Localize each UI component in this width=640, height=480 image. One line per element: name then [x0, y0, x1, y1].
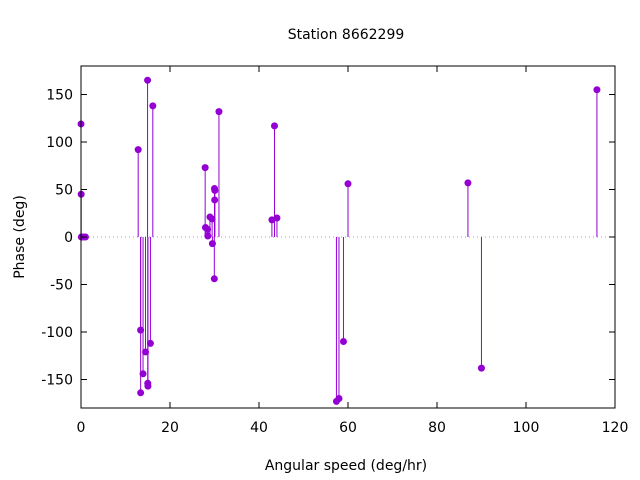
data-point: [201, 164, 209, 172]
y-tick-label: 100: [46, 135, 73, 151]
y-tick-label: -100: [41, 325, 73, 341]
data-point: [273, 214, 281, 222]
data-point: [208, 215, 216, 223]
data-point: [211, 186, 219, 194]
y-tick-label: -50: [50, 278, 73, 294]
data-point: [137, 389, 145, 397]
data-point: [211, 196, 219, 204]
x-tick-label: 80: [428, 420, 446, 436]
y-tick-label: -150: [41, 373, 73, 389]
data-point: [146, 339, 154, 347]
data-point: [593, 86, 601, 94]
chart-title: Station 8662299: [288, 27, 405, 43]
plot-area: 0 20 40 60 80 100 120 -150 -100 -50 0 50 100 150: [41, 65, 629, 436]
x-tick-label: 40: [250, 420, 268, 436]
data-point: [137, 326, 145, 334]
data-point: [134, 146, 142, 154]
x-tick-label: 120: [602, 420, 629, 436]
data-point: [270, 122, 278, 130]
data-point: [215, 108, 223, 116]
data-point: [477, 364, 485, 372]
data-point: [464, 179, 472, 187]
y-tick-label: 0: [64, 230, 73, 246]
x-axis-label: Angular speed (deg/hr): [265, 458, 427, 474]
data-point: [335, 395, 343, 402]
x-tick-label: 20: [161, 420, 179, 436]
data-point: [208, 240, 216, 248]
x-tick-label: 0: [77, 420, 86, 436]
data-point: [204, 225, 212, 233]
data-point: [210, 275, 218, 283]
x-tick-label: 60: [339, 420, 357, 436]
data-point: [204, 232, 212, 240]
data-point: [142, 348, 150, 356]
data-point: [144, 382, 152, 390]
y-tick-label: 50: [55, 183, 73, 199]
x-tick-label: 100: [513, 420, 540, 436]
y-axis-label: Phase (deg): [12, 195, 28, 279]
data-point: [139, 370, 147, 378]
data-point: [344, 180, 352, 188]
data-point: [149, 102, 157, 110]
data-point: [339, 338, 347, 345]
data-point: [144, 76, 152, 84]
y-tick-label: 150: [46, 88, 73, 104]
